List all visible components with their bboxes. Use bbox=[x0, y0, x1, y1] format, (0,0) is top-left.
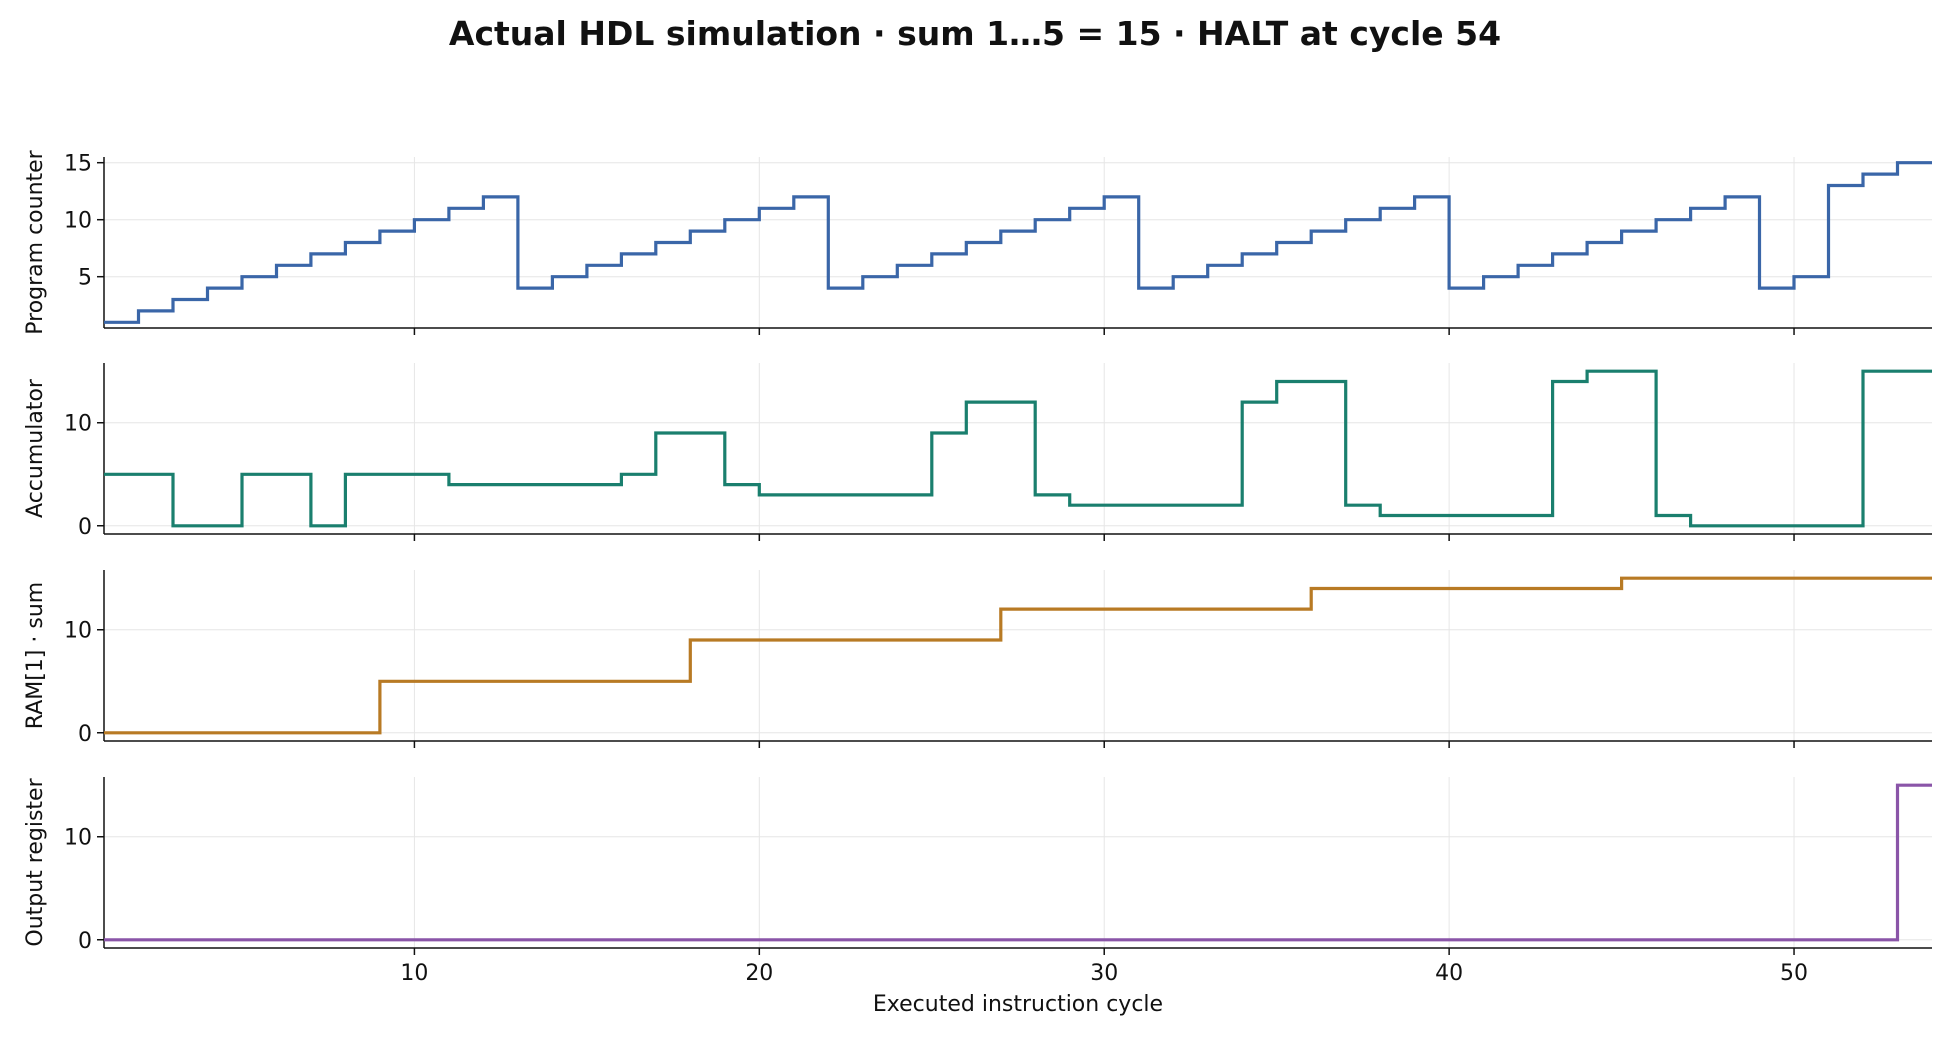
x-tick-label-20: 20 bbox=[745, 961, 773, 986]
series-line-accumulator bbox=[104, 369, 1932, 528]
y-axis-label-ram-1-sum: RAM[1] · sum bbox=[23, 582, 48, 729]
x-tick-label-30: 30 bbox=[1090, 961, 1118, 986]
y-tick-label-output-register-10: 10 bbox=[64, 826, 92, 851]
x-tick-label-10: 10 bbox=[400, 961, 428, 986]
y-tick-label-accumulator-10: 10 bbox=[64, 412, 92, 437]
y-axis-label-accumulator: Accumulator bbox=[23, 378, 48, 518]
y-tick-label-output-register-0: 0 bbox=[78, 929, 92, 954]
series-line-output-register bbox=[104, 783, 1932, 942]
y-axis-label-program-counter: Program counter bbox=[23, 149, 48, 334]
y-tick-label-program-counter-15: 15 bbox=[64, 152, 92, 177]
x-axis-label: Executed instruction cycle bbox=[873, 992, 1163, 1017]
x-tick-label-50: 50 bbox=[1780, 961, 1808, 986]
y-tick-label-accumulator-0: 0 bbox=[78, 515, 92, 540]
series-line-program-counter bbox=[104, 161, 1932, 324]
y-tick-label-program-counter-10: 10 bbox=[64, 209, 92, 234]
x-tick-label-40: 40 bbox=[1435, 961, 1463, 986]
series-line-ram-1-sum bbox=[104, 576, 1932, 735]
y-axis-label-output-register: Output register bbox=[23, 777, 48, 946]
chart-title: Actual HDL simulation · sum 1…5 = 15 · H… bbox=[448, 14, 1502, 53]
y-tick-label-ram-1-sum-0: 0 bbox=[78, 722, 92, 747]
y-tick-label-program-counter-5: 5 bbox=[78, 266, 92, 291]
y-tick-label-ram-1-sum-10: 10 bbox=[64, 619, 92, 644]
